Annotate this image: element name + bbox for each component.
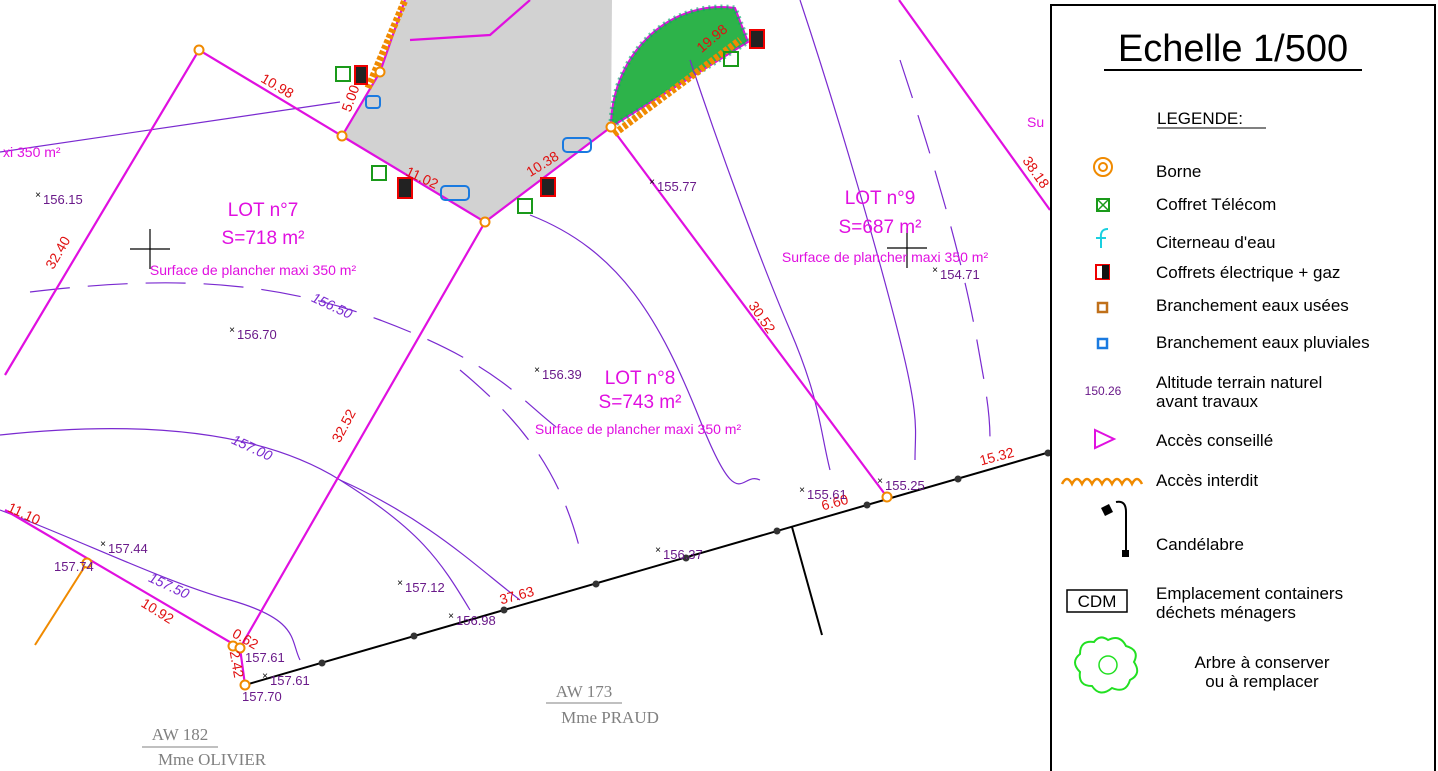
altitude-marker: × xyxy=(35,190,41,201)
legend-label: Altitude terrain naturel xyxy=(1156,373,1322,392)
altitude: 156.70 xyxy=(237,327,277,342)
legend-label: Coffret Télécom xyxy=(1156,195,1276,214)
lot-name: LOT n°7 xyxy=(228,200,299,221)
partial-label: xi 350 m² xyxy=(3,144,61,160)
altitude-marker: × xyxy=(448,611,454,622)
lot-floor-area: Surface de plancher maxi 350 m² xyxy=(150,262,357,278)
altitude: 156.15 xyxy=(43,192,83,207)
borne xyxy=(376,68,385,77)
altitude: 156.39 xyxy=(542,367,582,382)
altitude-marker: × xyxy=(655,545,661,556)
electric-box xyxy=(355,66,367,84)
altitude: 155.61 xyxy=(807,487,847,502)
lot-area: S=743 m² xyxy=(599,392,682,413)
lot-name: LOT n°9 xyxy=(845,188,916,209)
post xyxy=(501,607,508,614)
post xyxy=(411,633,418,640)
borne xyxy=(195,46,204,55)
post xyxy=(319,660,326,667)
body: LOT n°7 S=718 m² Surface de plancher maxi … xyxy=(0,0,1438,771)
legend-label: Accès conseillé xyxy=(1156,431,1273,450)
page: Plan de lotissement {"map": { "lots": [ … xyxy=(0,0,1438,771)
legend-heading: LEGENDE: xyxy=(1157,109,1243,128)
altitude-marker: × xyxy=(397,578,403,589)
post xyxy=(955,476,962,483)
lot-floor-area: Surface de plancher maxi 350 m² xyxy=(782,249,989,265)
partial-label: Su xyxy=(1027,114,1044,130)
borne xyxy=(883,493,892,502)
legend-sample: 150.26 xyxy=(1085,384,1122,398)
post xyxy=(593,581,600,588)
parcel-id: AW 182 xyxy=(152,725,208,744)
electric-box xyxy=(398,178,412,198)
lot-area: S=718 m² xyxy=(222,228,305,249)
altitude: 155.77 xyxy=(657,179,697,194)
altitude-marker: × xyxy=(262,671,268,682)
altitude-marker: × xyxy=(877,476,883,487)
electric-box xyxy=(750,30,764,48)
legend-label: Candélabre xyxy=(1156,535,1244,554)
altitude: 157.44 xyxy=(108,541,148,556)
altitude: 157.70 xyxy=(242,689,282,704)
legend-label: avant travaux xyxy=(1156,392,1259,411)
lot-area: S=687 m² xyxy=(839,217,922,238)
parcel-owner: Mme PRAUD xyxy=(561,708,659,727)
legend-label: déchets ménagers xyxy=(1156,603,1296,622)
altitude: 154.71 xyxy=(940,267,980,282)
legend-label: Arbre à conserver xyxy=(1194,653,1329,672)
legend-label: ou à remplacer xyxy=(1205,672,1319,691)
borne xyxy=(338,132,347,141)
altitude: 157.74 xyxy=(54,559,94,574)
altitude: 157.12 xyxy=(405,580,445,595)
icon-lamp xyxy=(1122,550,1129,557)
plan: LOT n°7 S=718 m² Surface de plancher maxi … xyxy=(0,0,1438,771)
scale-title: Echelle 1/500 xyxy=(1118,28,1348,70)
altitude-marker: × xyxy=(799,485,805,496)
parcel-owner: Mme OLIVIER xyxy=(158,750,267,769)
legend-label: Emplacement containers xyxy=(1156,584,1343,603)
altitude: 156.98 xyxy=(456,613,496,628)
legend-sample: CDM xyxy=(1078,592,1117,611)
parcel-id: AW 173 xyxy=(556,682,612,701)
altitude-marker: × xyxy=(932,265,938,276)
altitude-marker: × xyxy=(649,177,655,188)
altitude-marker: × xyxy=(229,325,235,336)
post xyxy=(774,528,781,535)
lot-name: LOT n°8 xyxy=(605,368,676,389)
altitude: 157.61 xyxy=(245,650,285,665)
altitude: 156.37 xyxy=(663,547,703,562)
legend-label: Coffrets électrique + gaz xyxy=(1156,263,1340,282)
borne xyxy=(481,218,490,227)
altitude-marker: × xyxy=(100,539,106,550)
borne xyxy=(607,123,616,132)
altitude: 155.25 xyxy=(885,478,925,493)
lot-floor-area: Surface de plancher maxi 350 m² xyxy=(535,421,742,437)
altitude-marker: × xyxy=(534,365,540,376)
electric-box xyxy=(541,178,555,196)
icon-electric xyxy=(1102,265,1109,279)
legend-label: Accès interdit xyxy=(1156,471,1258,490)
legend-label: Branchement eaux pluviales xyxy=(1156,333,1370,352)
legend-label: Borne xyxy=(1156,162,1201,181)
altitude: 157.61 xyxy=(270,673,310,688)
legend-label: Citerneau d'eau xyxy=(1156,233,1276,252)
legend-label: Branchement eaux usées xyxy=(1156,296,1349,315)
post xyxy=(864,502,871,509)
